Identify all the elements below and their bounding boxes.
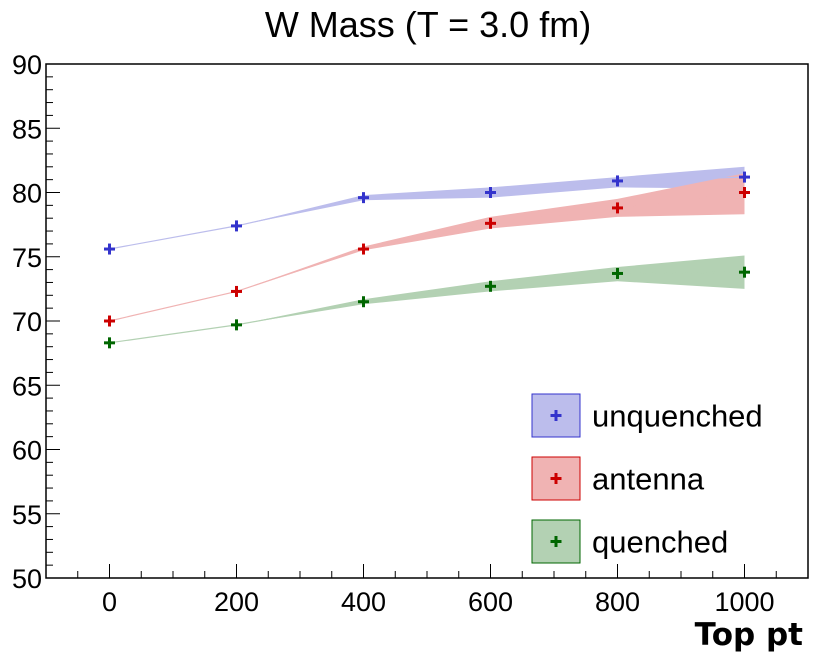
y-tick-label: 90 [12, 50, 42, 80]
point-unquenched-800 [612, 175, 623, 187]
chart-title: W Mass (T = 3.0 fm) [265, 4, 591, 45]
y-tick-labels: 50 55 60 65 70 75 80 85 90 [12, 50, 42, 594]
line-unquenched [109, 176, 745, 250]
legend-item-quenched: quenched [531, 519, 728, 564]
line-antenna [109, 191, 745, 322]
y-tick-label: 60 [12, 436, 42, 466]
plot-frame [45, 63, 809, 579]
x-tick-label: 0 [102, 587, 117, 617]
series-lines [109, 176, 745, 344]
point-quenched-800 [612, 267, 623, 279]
legend-label: unquenched [592, 399, 763, 434]
x-tick-labels: 0 200 400 600 800 1000 [102, 587, 775, 617]
x-axis-label: Top pt [695, 617, 803, 653]
point-antenna-400 [358, 243, 369, 255]
y-tick-label: 55 [12, 500, 42, 530]
uncertainty-bands [109, 166, 745, 343]
point-quenched-0 [104, 337, 115, 349]
point-antenna-600 [485, 217, 496, 229]
x-tick-label: 1000 [714, 587, 774, 617]
line-quenched [109, 271, 745, 344]
point-unquenched-200 [231, 220, 242, 232]
point-quenched-1000 [739, 266, 750, 278]
x-tick-label: 600 [468, 587, 513, 617]
legend-label: antenna [592, 462, 705, 497]
point-unquenched-600 [485, 187, 496, 198]
y-tick-label: 70 [12, 307, 42, 337]
point-quenched-600 [485, 280, 496, 292]
axis-ticks [45, 63, 809, 579]
data-points [104, 171, 750, 349]
x-tick-label: 200 [214, 587, 259, 617]
y-tick-label: 65 [12, 371, 42, 401]
point-antenna-200 [231, 285, 242, 297]
point-quenched-400 [358, 296, 369, 308]
point-unquenched-1000 [739, 171, 750, 183]
y-tick-label: 85 [12, 114, 42, 144]
x-tick-label: 400 [341, 587, 386, 617]
band-antenna [109, 173, 745, 321]
y-tick-label: 80 [12, 179, 42, 209]
point-unquenched-400 [358, 192, 369, 204]
legend: unquenched antenna quenched [531, 393, 763, 564]
point-antenna-800 [612, 202, 623, 214]
point-antenna-1000 [739, 187, 750, 198]
legend-item-antenna: antenna [531, 456, 705, 501]
band-quenched [109, 255, 745, 343]
legend-item-unquenched: unquenched [531, 393, 763, 438]
point-quenched-200 [231, 319, 242, 331]
legend-label: quenched [592, 525, 728, 560]
y-tick-label: 75 [12, 243, 42, 273]
x-tick-label: 800 [595, 587, 640, 617]
band-unquenched [109, 166, 745, 249]
y-tick-label: 50 [12, 564, 42, 594]
point-antenna-0 [104, 315, 115, 327]
point-unquenched-0 [104, 243, 115, 255]
